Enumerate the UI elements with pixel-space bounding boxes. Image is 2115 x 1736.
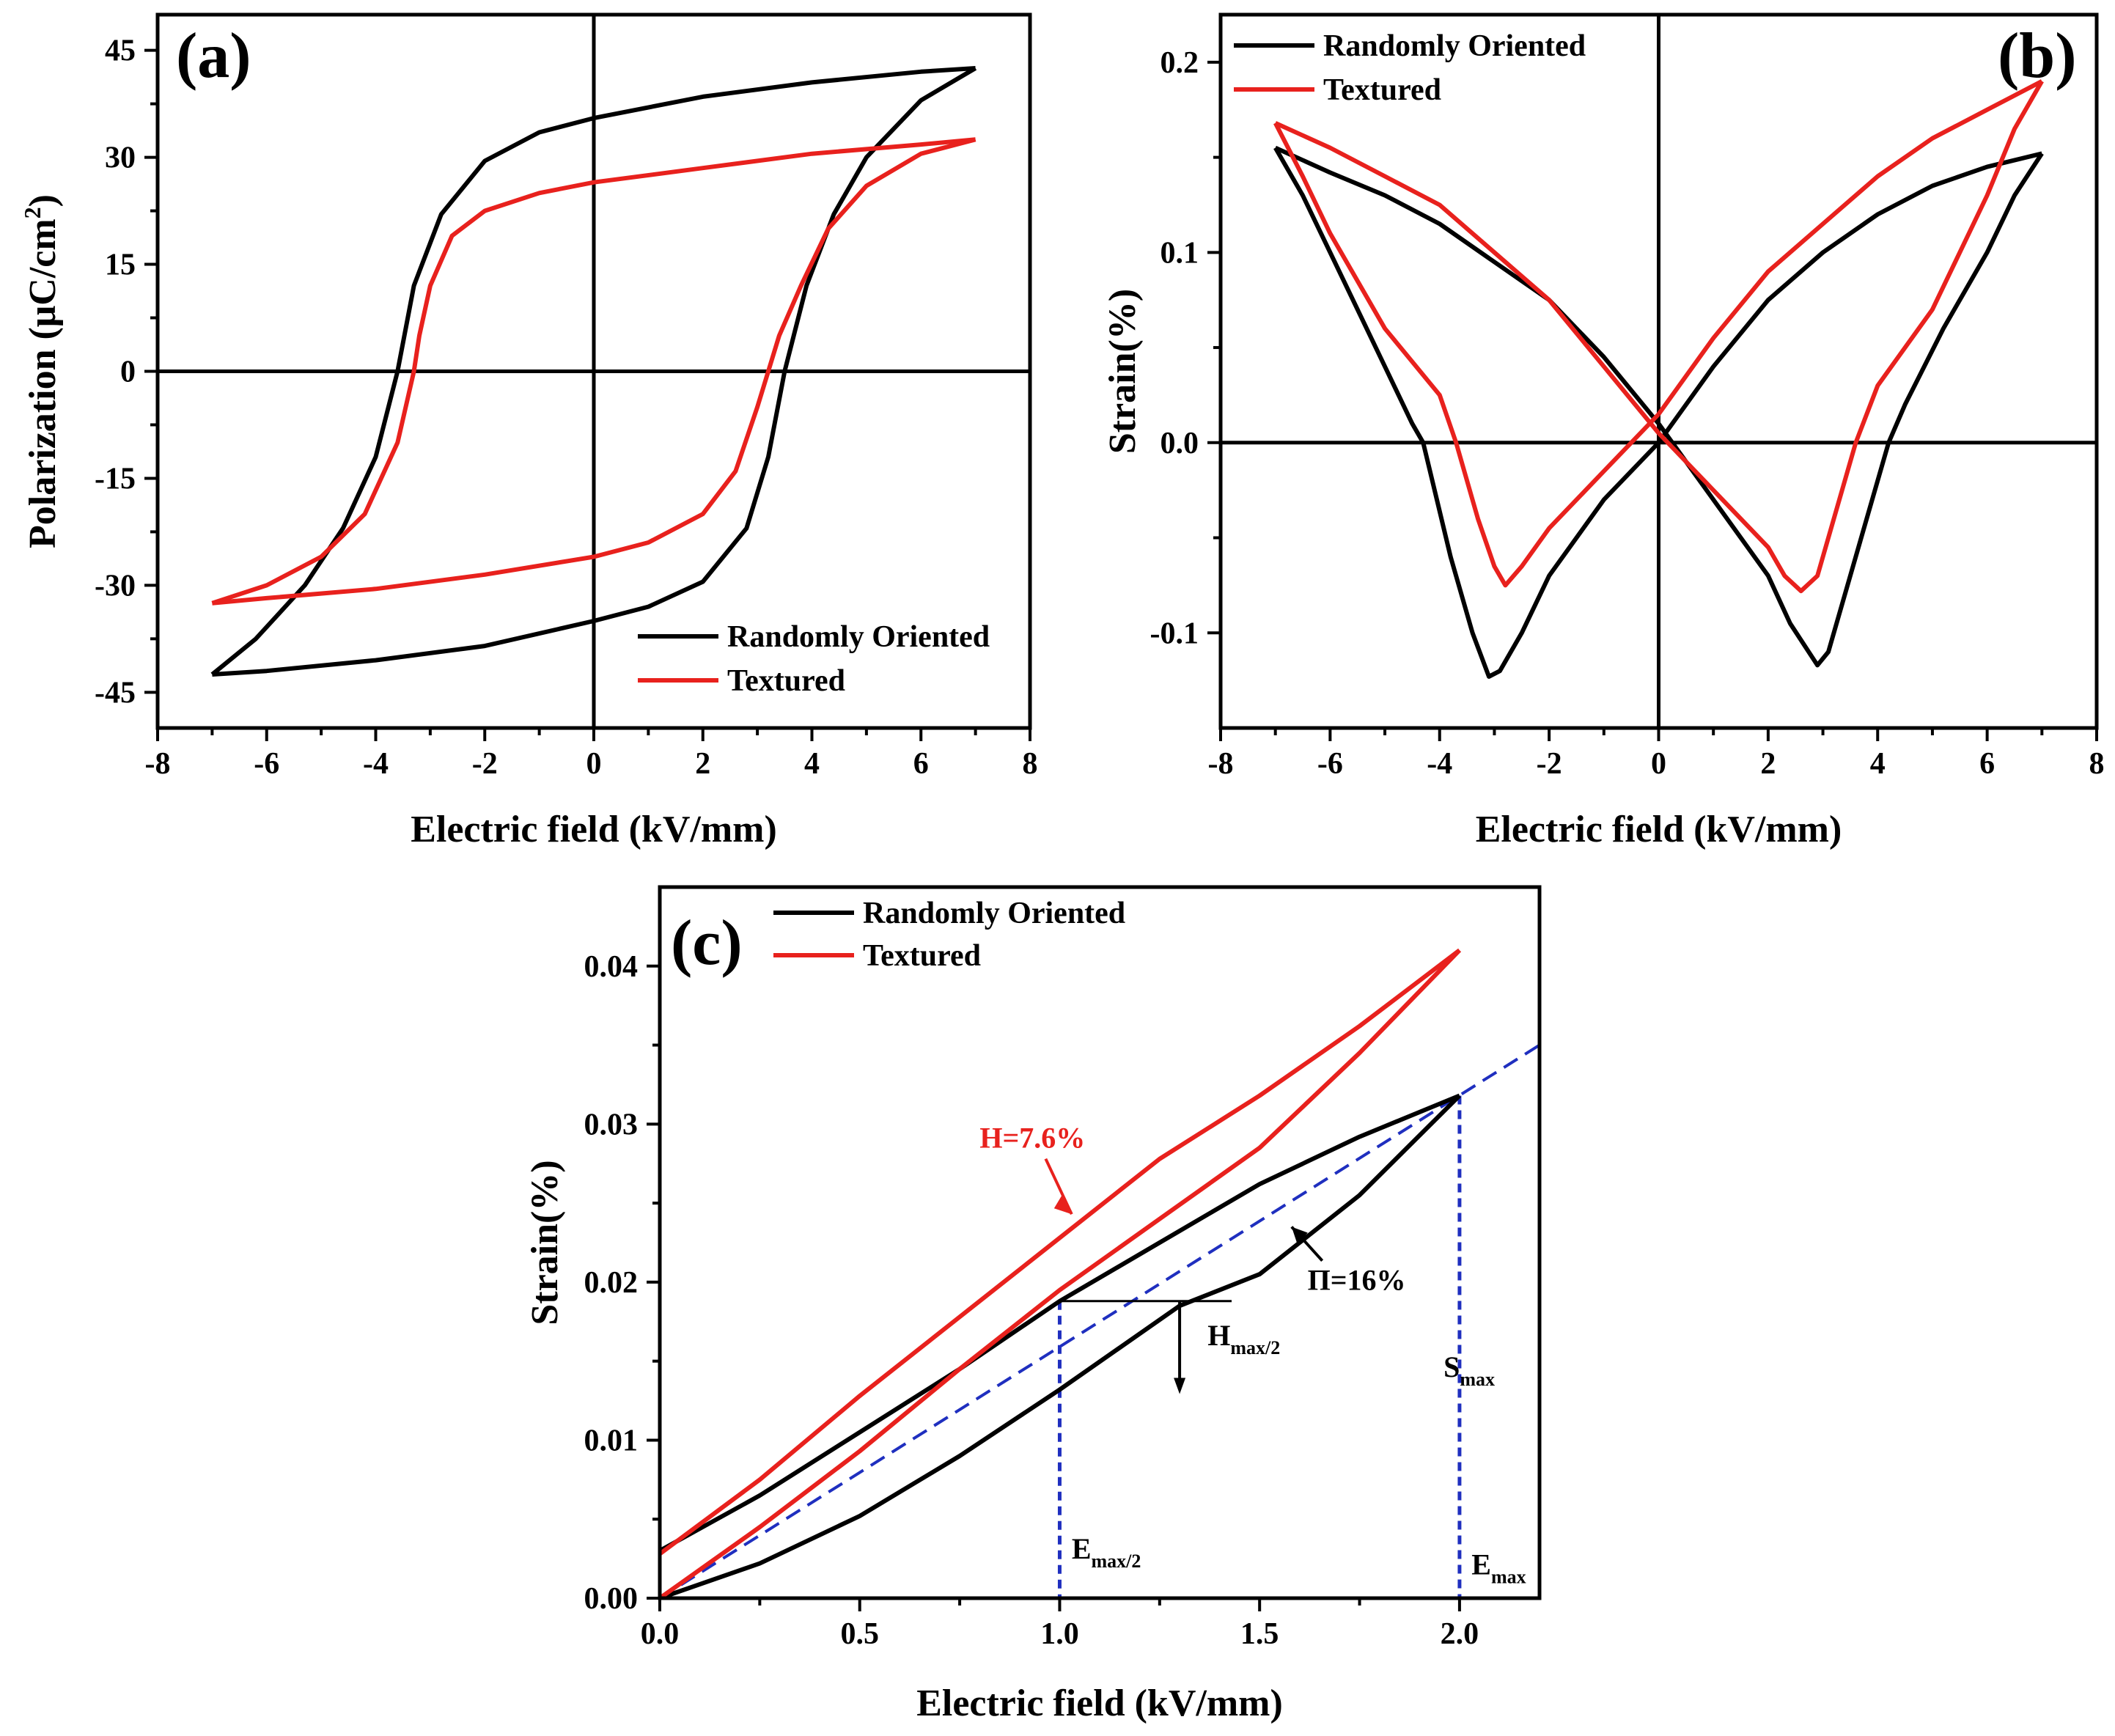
legend-label-0: Randomly Oriented [863,897,1125,930]
x-tick-label: -6 [1317,747,1343,781]
legend: Randomly Oriented Textured [773,897,1125,973]
x-tick-label: 6 [1979,747,1995,781]
x-tick-label: -8 [1208,747,1234,781]
y-axis-title: Polarization (μC/cm2) [19,194,64,548]
y-tick-label: -45 [95,676,136,710]
y-tick-label: 0.00 [584,1582,639,1616]
hmax2-label: Hmax/2 [1207,1319,1280,1358]
panel-c-unipolar-strain: 0.0 0.5 1.0 1.5 2.0 0.00 0.01 0.02 0.03 0.04 Elect… [524,885,1542,1724]
y-tick-label: 30 [105,141,136,175]
smax-label-subscript: max [1460,1369,1495,1390]
y-tick-label: -0.1 [1150,617,1199,650]
smax-label-main: S [1443,1350,1460,1383]
series-line-textured-branch-upper [1657,79,2043,416]
y-axis-title-main: Polarization (μC/cm [22,218,64,548]
y-tick-label: 0.1 [1161,236,1199,270]
x-tick-label: 0.0 [641,1617,680,1651]
series-line-randomly-oriented-branch-lower [212,66,977,677]
y-tick-label: 0.2 [1161,46,1199,80]
x-tick-label: 2.0 [1441,1617,1479,1651]
legend-label-0: Randomly Oriented [727,620,990,654]
hmax2-arrow-head [1174,1378,1186,1394]
plot-frame [658,885,1542,1600]
emax2-label: Emax/2 [1072,1532,1141,1572]
smax-label: Smax [1443,1350,1495,1390]
pi-hysteresis-label: Π=16% [1308,1264,1406,1297]
x-tick-label: 6 [913,747,929,781]
x-axis-title: Electric field (kV/mm) [1476,809,1842,850]
panel-letter: (b) [1998,21,2077,92]
series-line-randomly-oriented-branch-neg-upper [1274,145,1660,425]
y-tick-label: -30 [95,569,136,603]
pi-arrow-head [1291,1226,1308,1245]
x-tick-label: 0.5 [840,1617,879,1651]
series-line-textured-branch-neg-upper [1274,121,1660,435]
y-axis-title-superscript: 2 [19,207,45,218]
x-tick-label: -2 [472,747,498,781]
x-axis-title: Electric field (kV/mm) [411,809,777,850]
x-tick-label: 2 [1760,747,1776,781]
series-line-randomly-oriented-branch-upper [658,1093,1461,1553]
series-line-randomly-oriented-branch-lower [659,1094,1462,1600]
x-tick-label: 1.5 [1240,1617,1279,1651]
y-axis-title: Strain(%) [524,1160,566,1325]
x-tick-label: -8 [145,747,171,781]
x-tick-label: 8 [2089,747,2105,781]
legend-label-1: Textured [1323,73,1441,107]
series-line-textured-branch-lower [1657,80,2044,594]
y-tick-label: 0.0 [1161,427,1199,460]
x-tick-label: 2 [695,747,710,781]
series-line-textured-branch-lower [212,137,976,606]
x-tick-label: -2 [1537,747,1562,781]
y-tick-label: 0.01 [584,1424,639,1457]
h-hysteresis-red-label: H=7.6% [979,1122,1085,1155]
x-tick-label: -4 [1427,747,1452,781]
h-red-arrow-head [1053,1194,1072,1215]
legend-label-1: Textured [727,664,845,698]
y-tick-label: 0.02 [584,1266,639,1300]
panel-letter: (a) [176,21,251,92]
y-tick-label: -15 [95,462,136,496]
panel-letter: (c) [671,908,743,979]
x-tick-label: 0 [1651,747,1666,781]
x-tick-label: 1.0 [1040,1617,1079,1651]
y-tick-label: 0.03 [584,1108,639,1141]
series-line-randomly-oriented-branch-neg-lower [1273,147,1660,679]
x-tick-label: -6 [254,747,279,781]
series-line-textured-branch-neg-lower [1273,122,1660,588]
y-tick-label: 15 [105,249,136,282]
emax2-label-subscript: max/2 [1092,1551,1141,1572]
x-tick-label: -4 [363,747,389,781]
dashed-reference-line [658,1043,1541,1600]
series-line-randomly-oriented-branch-upper [1657,151,2043,444]
emax-label: Emax [1471,1548,1526,1588]
legend: Randomly Oriented Textured [1234,29,1586,107]
series-line-randomly-oriented-branch-upper [210,66,976,677]
y-axis-title-close: ) [22,194,64,207]
x-tick-label: 0 [586,747,602,781]
panel-a-polarization-hysteresis: -8 -6 -4 -2 0 2 4 6 8 -45 -30 -15 0 15 30 45 Electric fi… [19,12,1038,850]
emax2-label-main: E [1072,1532,1092,1565]
legend-label-1: Textured [863,939,981,973]
series-line-textured-branch-upper [658,948,1461,1556]
y-tick-label: 0.04 [584,950,639,984]
y-tick-label: 0 [120,356,136,389]
legend: Randomly Oriented Textured [638,620,990,698]
y-axis-title: Strain(%) [1102,289,1144,454]
y-tick-label: 45 [105,34,136,68]
hmax2-label-subscript: max/2 [1230,1337,1280,1358]
x-tick-label: 4 [804,747,820,781]
emax-label-main: E [1471,1548,1491,1581]
series-line-textured-branch-lower [658,949,1462,1600]
hmax2-label-main: H [1207,1319,1230,1352]
x-tick-label: 8 [1023,747,1038,781]
series-line-randomly-oriented-branch-lower [1657,152,2044,668]
panel-b-strain-butterfly: -8 -6 -4 -2 0 2 4 6 8 -0.1 0.0 0.1 0.2 Electric field… [1102,12,2105,850]
emax-label-subscript: max [1491,1567,1526,1588]
x-axis-title: Electric field (kV/mm) [916,1682,1283,1724]
legend-label-0: Randomly Oriented [1323,29,1586,63]
series-line-textured-branch-upper [211,137,976,606]
x-tick-label: 4 [1870,747,1886,781]
